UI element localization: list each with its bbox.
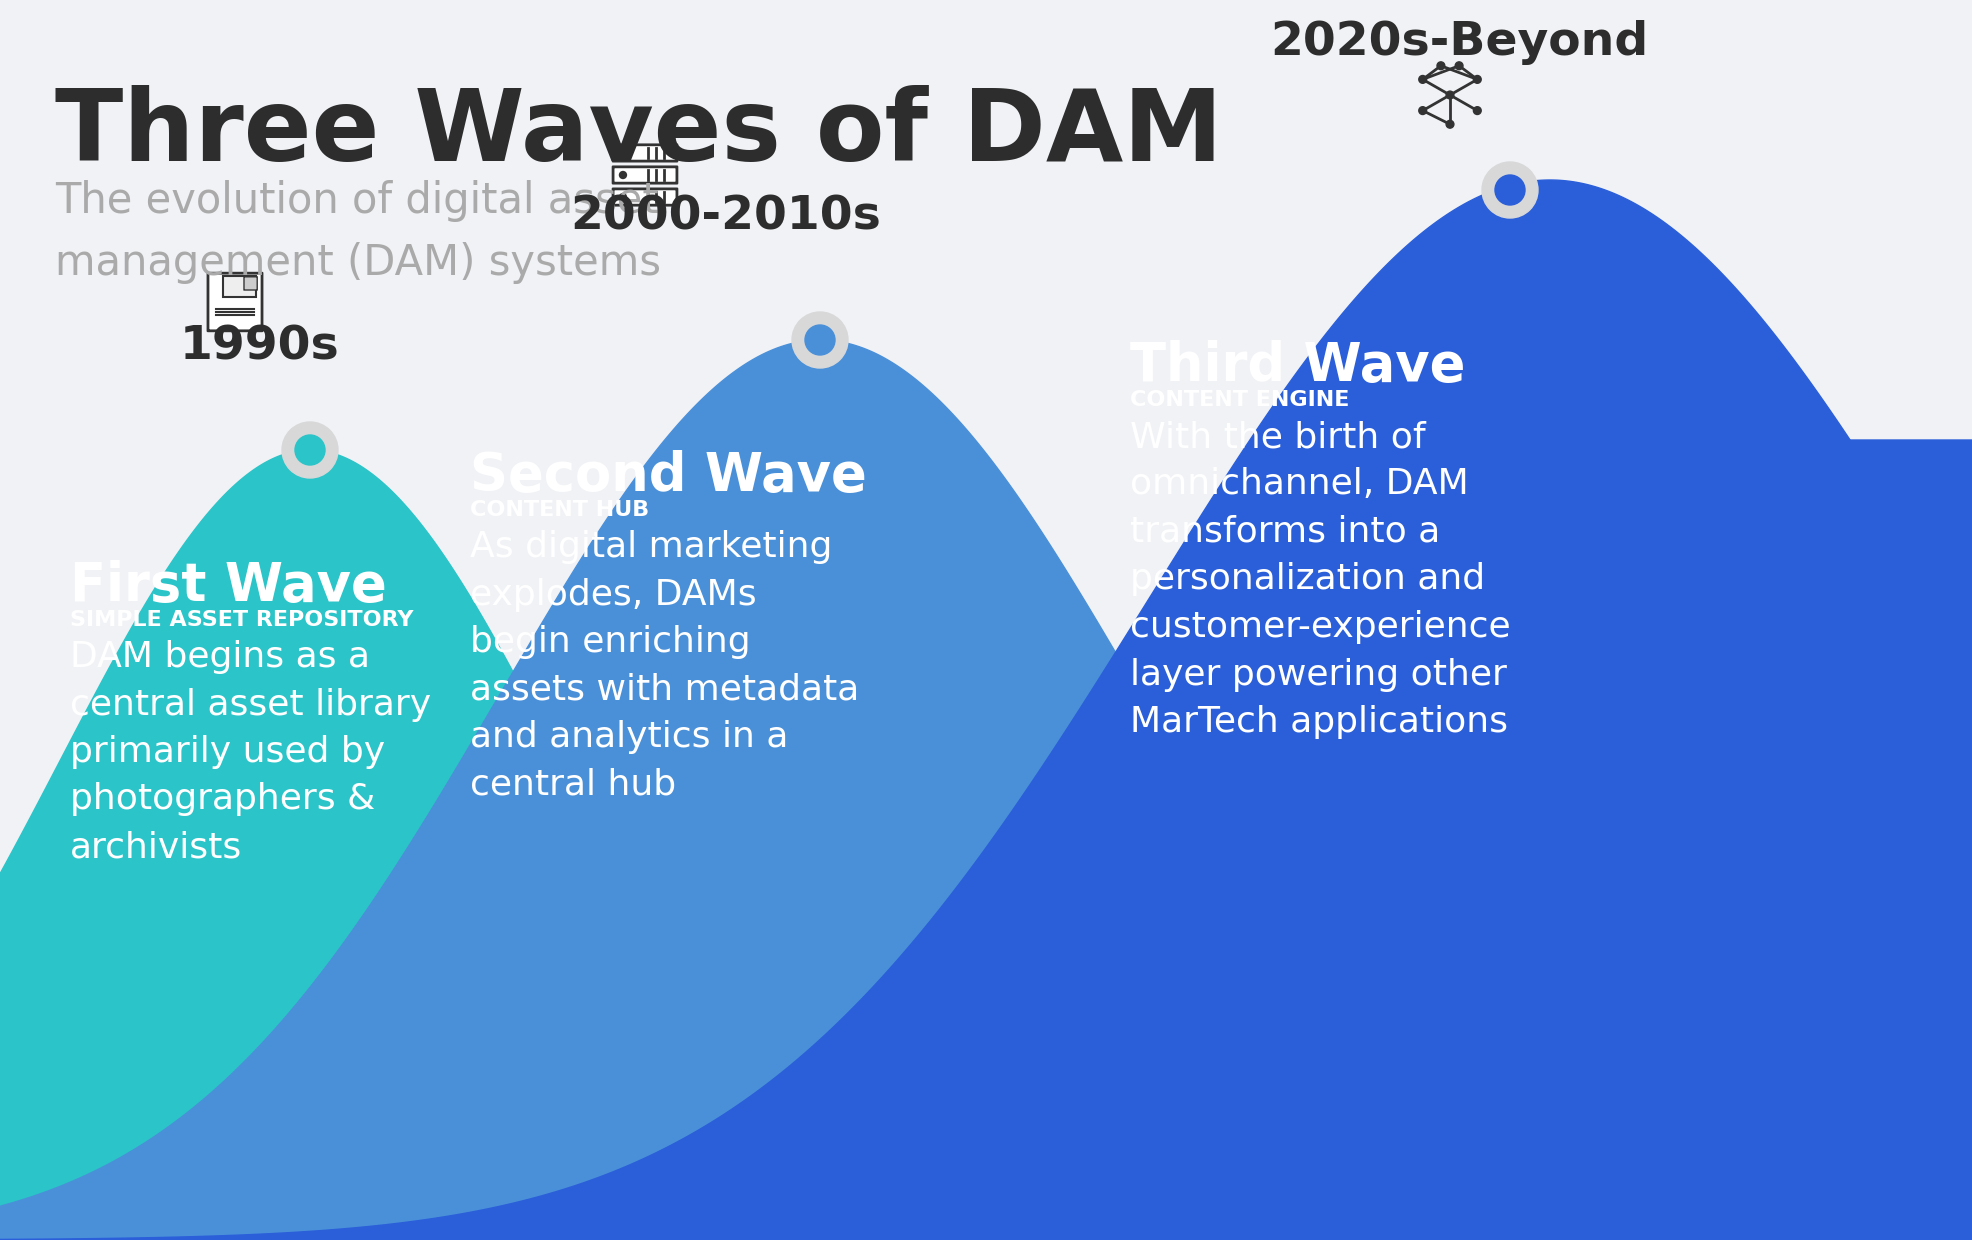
Bar [223,277,256,298]
FancyBboxPatch shape [245,277,256,290]
Circle shape [1473,107,1481,114]
Text: CONTENT HUB: CONTENT HUB [469,500,649,520]
Circle shape [1438,62,1445,69]
Text: As digital marketing
explodes, DAMs
begin enriching
assets with metadata
and ana: As digital marketing explodes, DAMs begi… [469,529,860,801]
Circle shape [1418,107,1426,114]
Circle shape [1418,76,1426,83]
Text: DAM begins as a
central asset library
primarily used by
photographers &
archivis: DAM begins as a central asset library pr… [69,640,432,864]
Circle shape [1483,162,1538,218]
Circle shape [1455,62,1463,69]
Text: Third Wave: Third Wave [1130,340,1465,392]
Text: Second Wave: Second Wave [469,450,868,502]
Circle shape [793,312,848,368]
Circle shape [1445,91,1453,99]
Text: 2000-2010s: 2000-2010s [570,195,881,241]
Text: 2020s-Beyond: 2020s-Beyond [1270,20,1649,64]
Text: With the birth of
omnichannel, DAM
transforms into a
personalization and
custome: With the birth of omnichannel, DAM trans… [1130,420,1511,739]
Circle shape [1445,120,1453,128]
FancyBboxPatch shape [613,167,676,184]
Circle shape [296,435,325,465]
Circle shape [282,422,337,477]
FancyBboxPatch shape [613,188,676,205]
Text: The evolution of digital asset
management (DAM) systems: The evolution of digital asset managemen… [55,180,661,284]
Circle shape [1495,175,1524,205]
Text: First Wave: First Wave [69,560,387,613]
Text: CONTENT ENGINE: CONTENT ENGINE [1130,391,1349,410]
Circle shape [619,150,627,156]
Text: 1990s: 1990s [179,325,339,370]
Text: Three Waves of DAM: Three Waves of DAM [55,86,1223,182]
Text: SIMPLE ASSET REPOSITORY: SIMPLE ASSET REPOSITORY [69,610,414,630]
Circle shape [805,325,834,355]
FancyBboxPatch shape [207,273,262,331]
Circle shape [619,171,627,179]
Circle shape [619,193,627,201]
FancyBboxPatch shape [613,145,676,161]
Circle shape [1473,76,1481,83]
